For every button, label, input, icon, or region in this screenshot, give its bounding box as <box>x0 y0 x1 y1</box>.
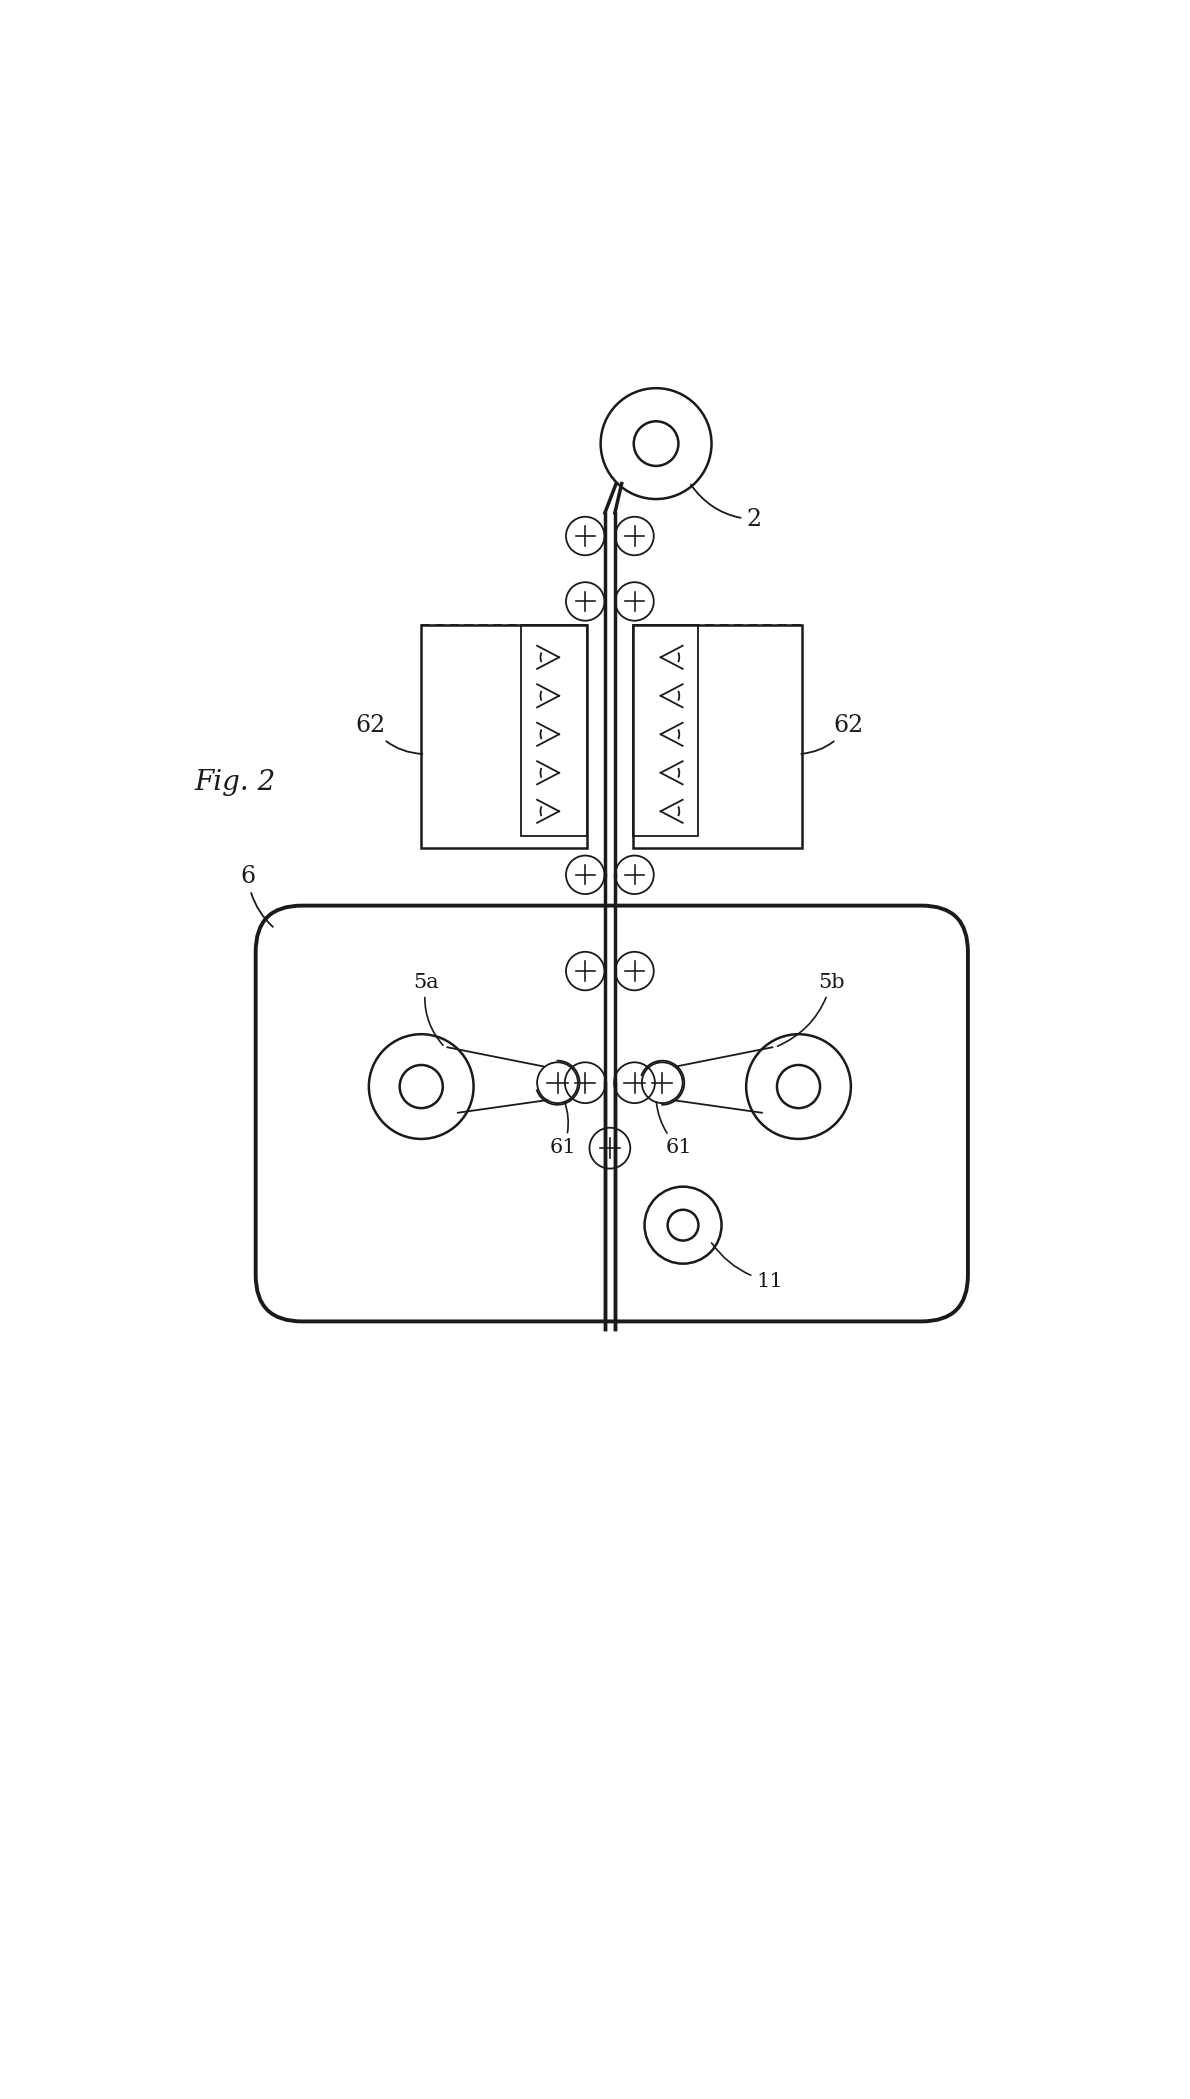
Text: 11: 11 <box>712 1243 783 1291</box>
Text: 5b: 5b <box>777 974 844 1045</box>
Bar <box>633 626 699 835</box>
Text: 6: 6 <box>240 865 273 928</box>
Text: 5a: 5a <box>414 974 443 1045</box>
Bar <box>633 626 802 848</box>
Text: 2: 2 <box>691 485 762 531</box>
Bar <box>521 626 587 835</box>
Text: 61: 61 <box>657 1102 693 1157</box>
Bar <box>421 626 587 848</box>
Text: 62: 62 <box>356 714 422 754</box>
Text: Fig. 2: Fig. 2 <box>194 768 275 796</box>
Text: 62: 62 <box>801 714 864 754</box>
Text: 61: 61 <box>550 1102 576 1157</box>
